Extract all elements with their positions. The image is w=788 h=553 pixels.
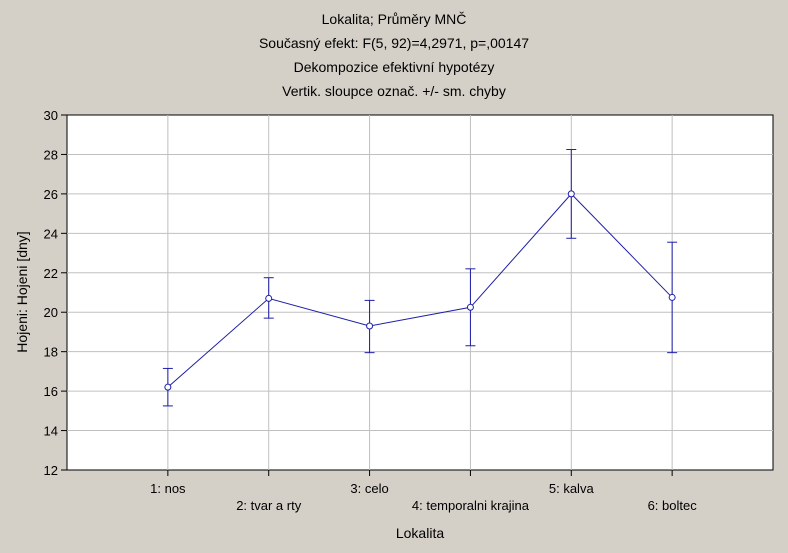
y-tick-label: 18 <box>44 345 58 360</box>
y-tick-label: 22 <box>44 266 58 281</box>
x-tick-label: 3: celo <box>350 481 388 496</box>
x-tick-label: 6: boltec <box>648 498 698 513</box>
y-tick-label: 16 <box>44 384 58 399</box>
x-axis-label: Lokalita <box>396 525 444 541</box>
chart-subtitle-decomposition: Dekompozice efektivní hypotézy <box>294 59 495 75</box>
x-tick-label: 2: tvar a rty <box>236 498 302 513</box>
data-point <box>567 190 575 198</box>
series-layer <box>162 149 678 407</box>
chart-subtitle-effect: Současný efekt: F(5, 92)=4,2971, p=,0014… <box>259 35 529 51</box>
data-point <box>265 294 273 302</box>
y-tick-label: 12 <box>44 463 58 478</box>
y-axis-label: Hojeni: Hojeni [dny] <box>14 231 30 352</box>
y-axis-ticks: 12 14 16 18 20 22 24 26 28 30 <box>44 108 67 478</box>
y-tick-label: 26 <box>44 187 58 202</box>
x-tick-label: 4: temporalni krajina <box>412 498 530 513</box>
y-tick-label: 24 <box>44 226 58 241</box>
chart-title-block: Lokalita; Průměry MNČ Současný efekt: F(… <box>259 11 529 99</box>
x-tick-label: 1: nos <box>150 481 186 496</box>
y-tick-label: 14 <box>44 424 58 439</box>
plot-area <box>66 114 774 471</box>
data-point <box>668 293 676 301</box>
data-point <box>366 322 374 330</box>
y-tick-label: 30 <box>44 108 58 123</box>
chart-subtitle-errorbars: Vertik. sloupce označ. +/- sm. chyby <box>282 83 506 99</box>
x-tick-label: 5: kalva <box>549 481 595 496</box>
y-tick-label: 20 <box>44 305 58 320</box>
data-point <box>164 383 172 391</box>
x-axis-ticks: 1: nos 2: tvar a rty 3: celo 4: temporalni … <box>150 470 697 513</box>
y-tick-label: 28 <box>44 147 58 162</box>
chart-title: Lokalita; Průměry MNČ <box>322 11 467 27</box>
series-line <box>167 193 673 388</box>
data-point <box>466 303 474 311</box>
